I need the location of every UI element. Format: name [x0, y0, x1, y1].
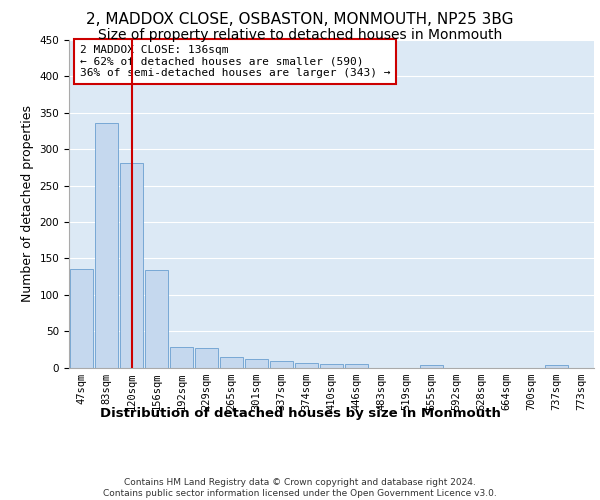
Bar — [270, 361, 293, 368]
Bar — [120, 163, 143, 368]
Bar — [320, 364, 343, 368]
Bar — [220, 356, 243, 368]
Bar — [420, 364, 443, 368]
Y-axis label: Number of detached properties: Number of detached properties — [21, 106, 34, 302]
Bar — [70, 268, 93, 368]
Bar — [345, 364, 368, 368]
Bar — [195, 348, 218, 368]
Text: Contains HM Land Registry data © Crown copyright and database right 2024.
Contai: Contains HM Land Registry data © Crown c… — [103, 478, 497, 498]
Bar — [145, 270, 168, 368]
Text: Distribution of detached houses by size in Monmouth: Distribution of detached houses by size … — [100, 408, 500, 420]
Bar — [545, 364, 568, 368]
Text: 2, MADDOX CLOSE, OSBASTON, MONMOUTH, NP25 3BG: 2, MADDOX CLOSE, OSBASTON, MONMOUTH, NP2… — [86, 12, 514, 28]
Bar — [170, 347, 193, 368]
Bar — [295, 363, 318, 368]
Bar — [95, 123, 118, 368]
Text: Size of property relative to detached houses in Monmouth: Size of property relative to detached ho… — [98, 28, 502, 42]
Bar — [245, 359, 268, 368]
Text: 2 MADDOX CLOSE: 136sqm
← 62% of detached houses are smaller (590)
36% of semi-de: 2 MADDOX CLOSE: 136sqm ← 62% of detached… — [79, 45, 390, 78]
